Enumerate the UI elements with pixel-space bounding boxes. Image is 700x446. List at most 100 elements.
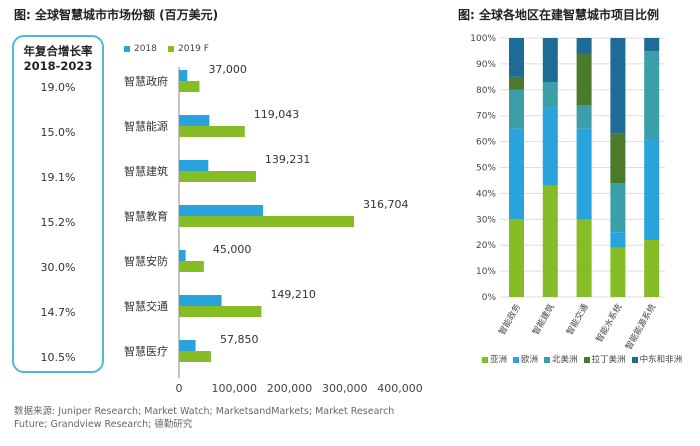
- bar-2018: [179, 250, 186, 261]
- legend-swatch: [631, 356, 638, 363]
- stacked-segment: [576, 128, 592, 220]
- cagr-value: 10.5%: [40, 351, 76, 364]
- cagr-value: 14.7%: [40, 306, 76, 319]
- stacked-segment: [576, 38, 592, 54]
- stacked-segment: [542, 107, 558, 186]
- data-label: 139,231: [265, 153, 311, 166]
- cagr-panel: 年复合增长率 2018-2023 19.0% 15.0% 19.1% 15.2%…: [12, 35, 104, 373]
- stacked-segment: [644, 50, 660, 140]
- legend-swatch: [482, 356, 488, 363]
- stacked-segment: [509, 128, 524, 220]
- stacked-segment: [610, 38, 626, 134]
- stacked-segment: [576, 219, 592, 297]
- stacked-segment: [576, 53, 592, 106]
- legend-2018: 2018: [124, 44, 157, 54]
- data-label: 149,210: [270, 288, 316, 301]
- stacked-segment: [542, 185, 558, 297]
- stacked-segment: [644, 38, 660, 51]
- bar-2018: [179, 295, 222, 306]
- x-tick-label: 400,000: [377, 382, 423, 395]
- legend-item: 亚洲: [482, 355, 507, 365]
- data-label: 57,850: [220, 333, 259, 346]
- legend-swatch: [583, 356, 590, 363]
- y-tick-label: 20%: [476, 241, 496, 251]
- legend-label: 欧洲: [521, 355, 539, 365]
- legend-label: 拉丁美洲: [591, 355, 626, 365]
- stacked-segment: [509, 38, 524, 77]
- stacked-segment: [644, 240, 660, 297]
- source-note: 数据来源: Juniper Research; Market Watch; Ma…: [14, 406, 395, 430]
- cagr-value: 15.0%: [40, 126, 76, 139]
- data-label: 37,000: [208, 63, 247, 76]
- legend-swatch: [513, 356, 520, 363]
- stacked-segment: [576, 105, 592, 129]
- cagr-value: 30.0%: [40, 261, 76, 274]
- right-chart-title: 图: 全球各地区在建智慧城市项目比例: [458, 8, 659, 22]
- legend-item: 欧洲: [513, 355, 538, 365]
- bar-2018: [179, 70, 188, 81]
- y-tick-label: 70%: [476, 112, 496, 122]
- category-label: 智慧能源: [124, 119, 168, 133]
- legend-label: 中东和非洲: [639, 355, 683, 365]
- stacked-segment: [610, 133, 626, 184]
- y-tick-label: 100%: [470, 34, 496, 44]
- stacked-segment: [542, 82, 558, 108]
- data-label: 316,704: [363, 198, 409, 211]
- bar-2018: [179, 160, 209, 171]
- legend-item: 拉丁美洲: [583, 355, 626, 365]
- legend-swatch: [168, 45, 174, 52]
- x-tick-label: 智能能源系统: [623, 302, 658, 352]
- y-tick-label: 90%: [476, 60, 496, 70]
- bar-2018: [179, 340, 196, 351]
- stacked-segment: [509, 219, 524, 297]
- project-stacked-bar-chart: 0% 10% 20% 30% 40% 50% 60% 70% 80% 90% 100% 智能政务 智能建…: [470, 34, 665, 352]
- legend-label: 2018: [134, 44, 157, 54]
- x-tick-label: 200,000: [267, 382, 313, 395]
- left-chart-title: 图: 全球智慧城市市场份额 (百万美元): [14, 8, 219, 22]
- y-tick-label: 60%: [476, 138, 496, 148]
- legend-label: 2019 F: [178, 44, 209, 54]
- y-tick-label: 10%: [476, 267, 496, 277]
- cagr-value: 15.2%: [40, 216, 76, 229]
- legend-item: 中东和非洲: [631, 355, 683, 365]
- x-tick-label: 智能建筑: [530, 302, 557, 337]
- cagr-value: 19.0%: [40, 81, 76, 94]
- data-label: 45,000: [213, 243, 252, 256]
- x-tick-label: 300,000: [322, 382, 368, 395]
- stacked-segment: [610, 247, 626, 297]
- legend-swatch: [544, 356, 551, 363]
- stacked-segment: [644, 139, 660, 241]
- stacked-segment: [610, 232, 626, 248]
- market-bar-chart: 智慧政府 37,000 智慧能源 119,043 智慧建筑 139,231 智慧教育 316,…: [124, 63, 423, 395]
- x-tick-label: 智能水系统: [594, 302, 625, 345]
- stacked-segment: [509, 76, 524, 90]
- legend-label: 北美洲: [552, 355, 578, 365]
- stacked-segment: [509, 89, 524, 129]
- right-chart-legend: 亚洲 欧洲 北美洲 拉丁美洲 中东和非洲: [482, 353, 688, 365]
- bar-2019f: [179, 81, 200, 92]
- cagr-heading: 年复合增长率: [23, 44, 93, 58]
- data-label: 119,043: [254, 108, 299, 121]
- cagr-period: 2018-2023: [23, 59, 93, 73]
- stacked-segment: [542, 38, 558, 83]
- bar-2019f: [179, 126, 245, 137]
- category-label: 智慧教育: [124, 209, 168, 223]
- y-tick-label: 40%: [476, 189, 496, 199]
- y-tick-label: 50%: [476, 164, 496, 174]
- bar-2019f: [179, 306, 262, 317]
- bar-2018: [179, 205, 263, 216]
- bar-2018: [179, 115, 210, 126]
- category-label: 智慧交通: [124, 299, 168, 313]
- x-tick-label: 0: [176, 382, 183, 395]
- category-label: 智慧政府: [124, 74, 168, 88]
- bar-2019f: [179, 261, 204, 272]
- legend-2019f: 2019 F: [168, 44, 209, 54]
- cagr-value: 19.1%: [40, 171, 76, 184]
- bar-2019f: [179, 171, 256, 182]
- category-label: 智慧安防: [124, 254, 168, 268]
- y-tick-label: 80%: [476, 86, 496, 96]
- y-tick-label: 30%: [476, 215, 496, 225]
- legend-item: 北美洲: [544, 355, 578, 365]
- y-tick-label: 0%: [482, 293, 497, 303]
- legend-swatch: [124, 45, 130, 52]
